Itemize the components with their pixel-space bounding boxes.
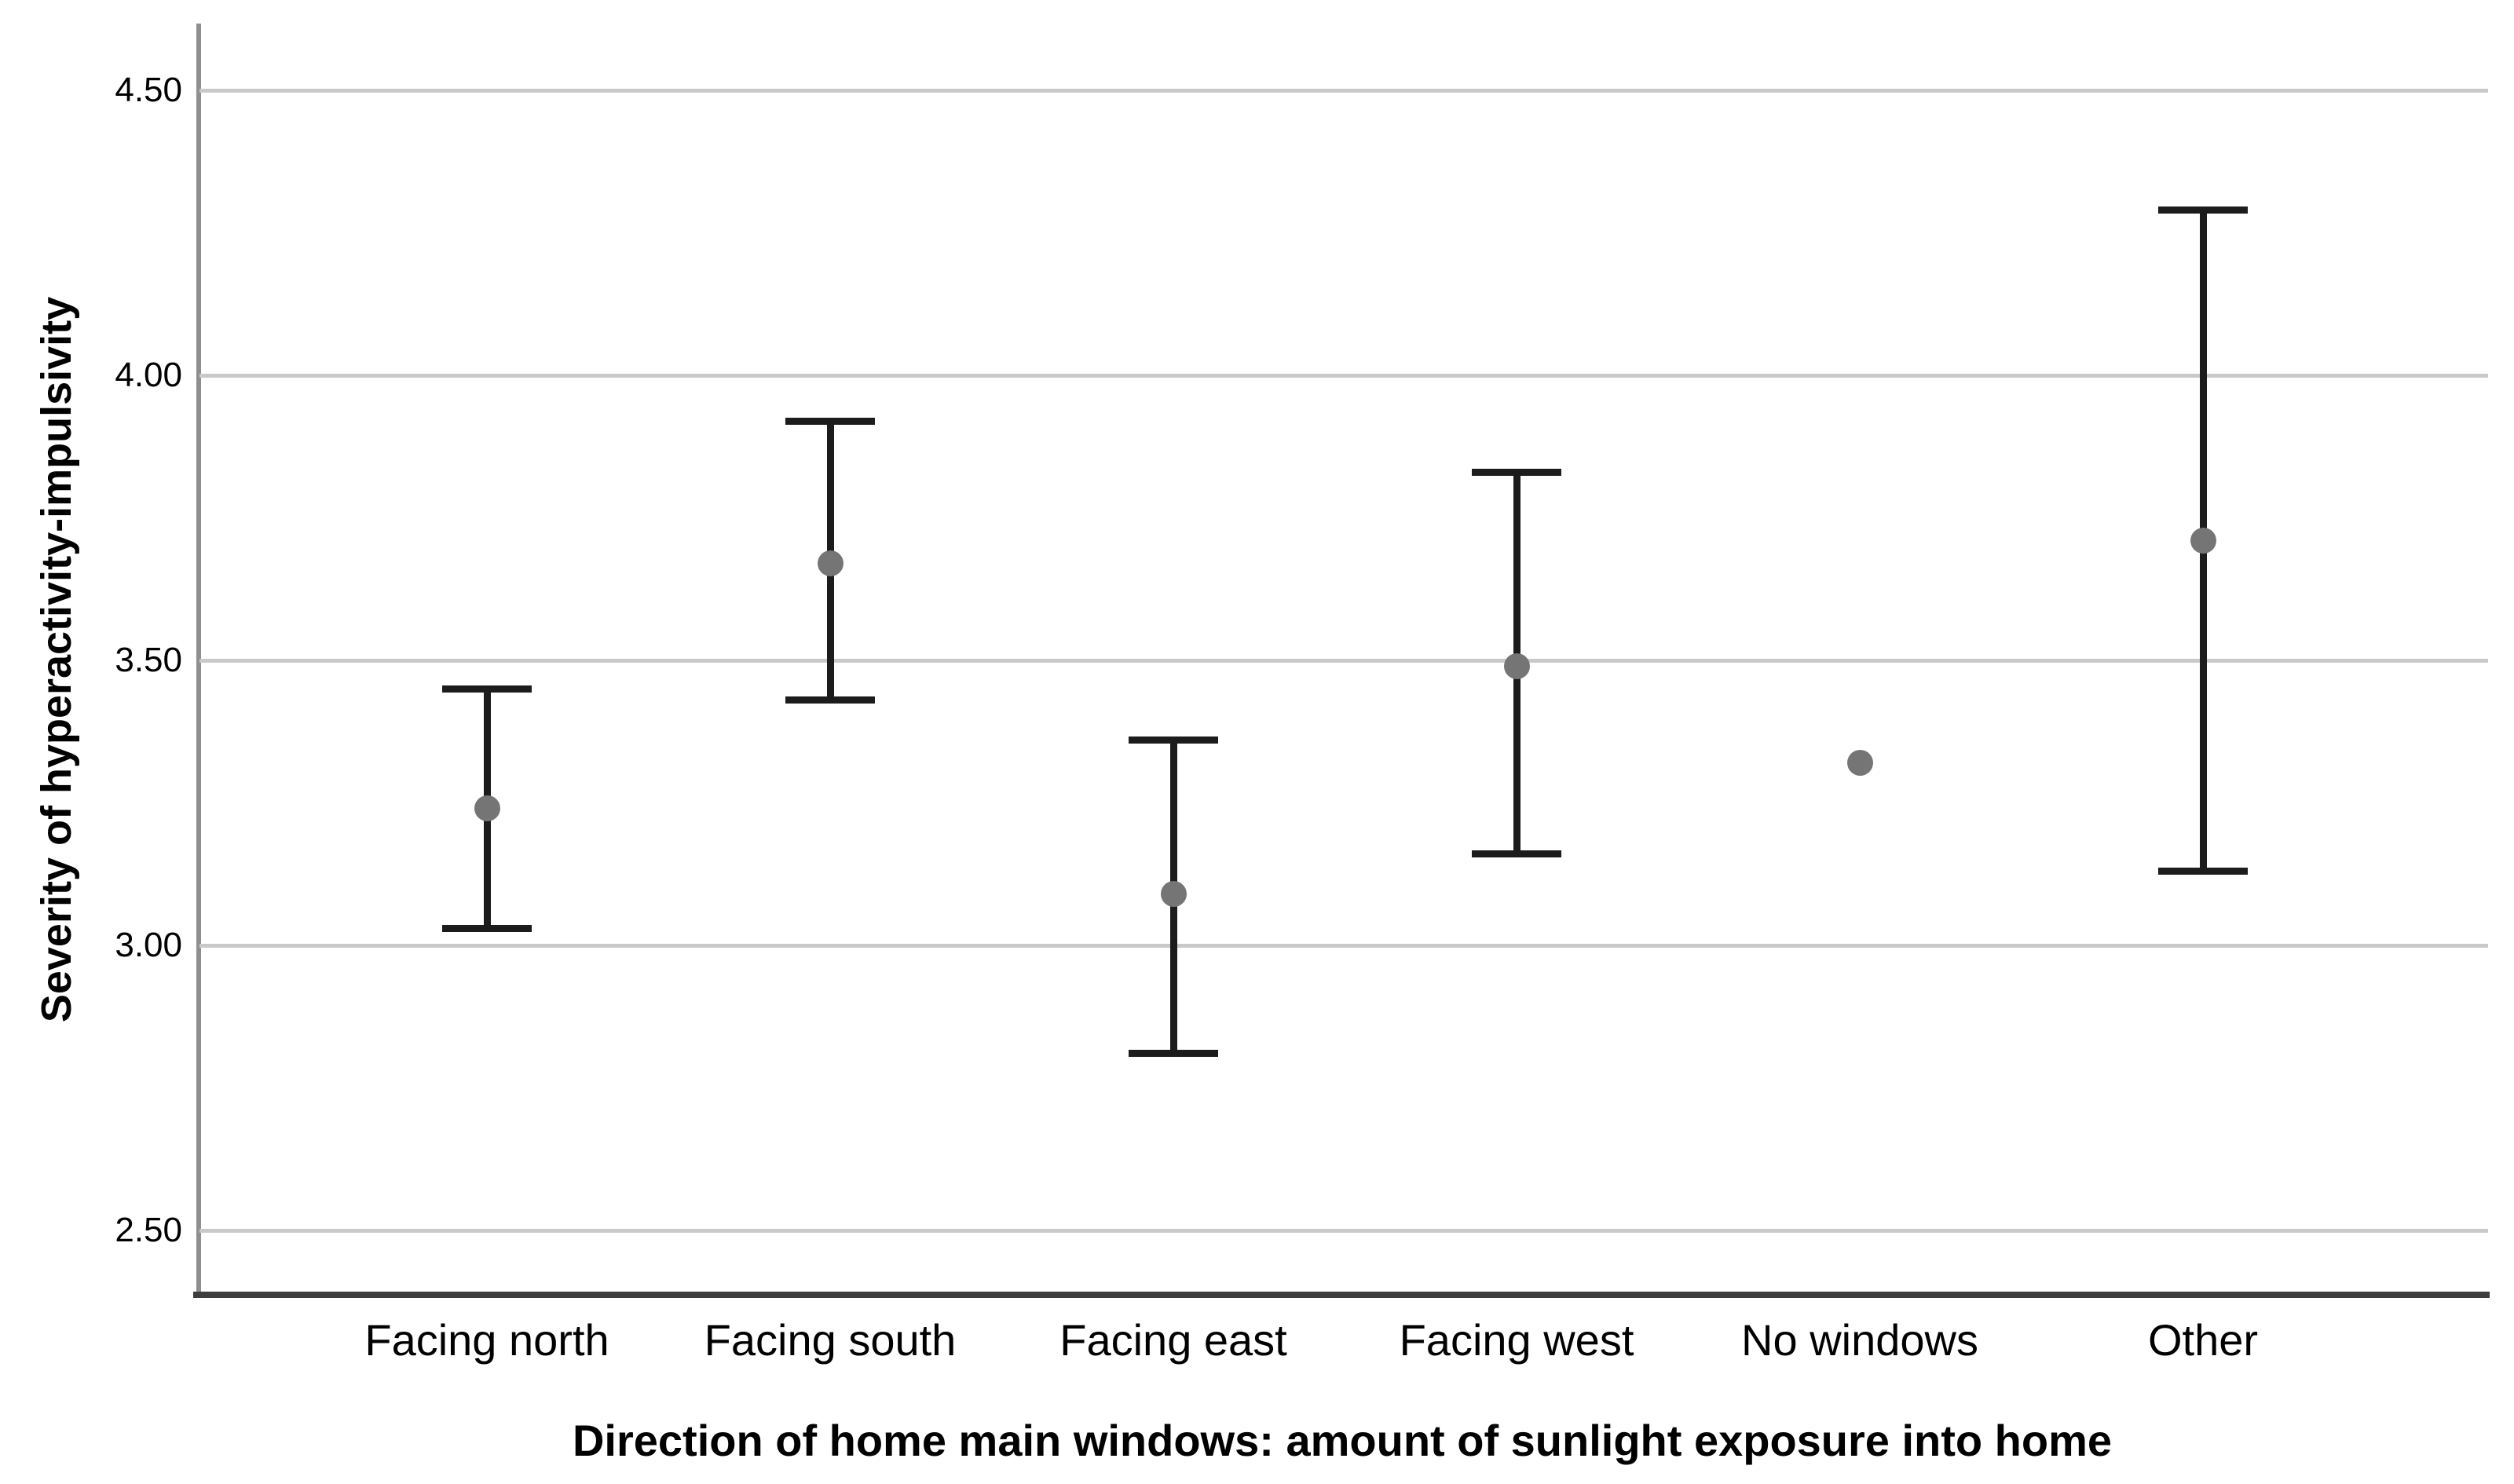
- gridline-3.50: [199, 659, 2488, 663]
- errorbar-cap-top-facing-north: [442, 685, 532, 693]
- y-tick-label-2.50: 2.50: [115, 1211, 182, 1249]
- errorbar-cap-bottom-facing-east: [1129, 1050, 1218, 1058]
- x-category-label-facing-west: Facing west: [1399, 1315, 1634, 1365]
- gridline-4.00: [199, 374, 2488, 378]
- y-tick-label-3.00: 3.00: [115, 926, 182, 964]
- errorbar-cap-top-facing-south: [785, 417, 875, 425]
- errorbar-cap-top-facing-west: [1472, 468, 1561, 476]
- y-tick-label-4.50: 4.50: [115, 71, 182, 109]
- errorbar-cap-bottom-facing-north: [442, 924, 532, 932]
- x-axis-title: Direction of home main windows: amount o…: [572, 1416, 2113, 1465]
- gridline-2.50: [199, 1229, 2488, 1233]
- x-axis-line: [193, 1292, 2490, 1298]
- x-category-label-facing-east: Facing east: [1059, 1315, 1287, 1365]
- mean-marker-facing-south: [817, 550, 843, 577]
- x-category-label-other: Other: [2147, 1315, 2259, 1365]
- errorbar-cap-bottom-other: [2158, 868, 2248, 875]
- x-category-label-facing-south: Facing south: [704, 1315, 957, 1365]
- mean-marker-facing-west: [1503, 652, 1530, 679]
- gridline-3.00: [199, 944, 2488, 948]
- errorbar-cap-bottom-facing-west: [1472, 850, 1561, 858]
- errorbar-cap-top-facing-east: [1129, 737, 1218, 744]
- errorbar-cap-top-other: [2158, 206, 2248, 214]
- mean-marker-no-windows: [1846, 750, 1873, 777]
- mean-marker-facing-east: [1160, 881, 1187, 908]
- y-tick-label-3.50: 3.50: [115, 641, 182, 679]
- mean-marker-other: [2190, 528, 2216, 554]
- y-axis-line: [196, 24, 201, 1298]
- gridline-4.50: [199, 89, 2488, 93]
- x-category-label-no-windows: No windows: [1741, 1315, 1978, 1365]
- errorbar-cap-bottom-facing-south: [785, 696, 875, 704]
- y-tick-label-4.00: 4.00: [115, 356, 182, 394]
- x-category-label-facing-north: Facing north: [364, 1315, 609, 1365]
- mean-marker-facing-north: [474, 795, 500, 822]
